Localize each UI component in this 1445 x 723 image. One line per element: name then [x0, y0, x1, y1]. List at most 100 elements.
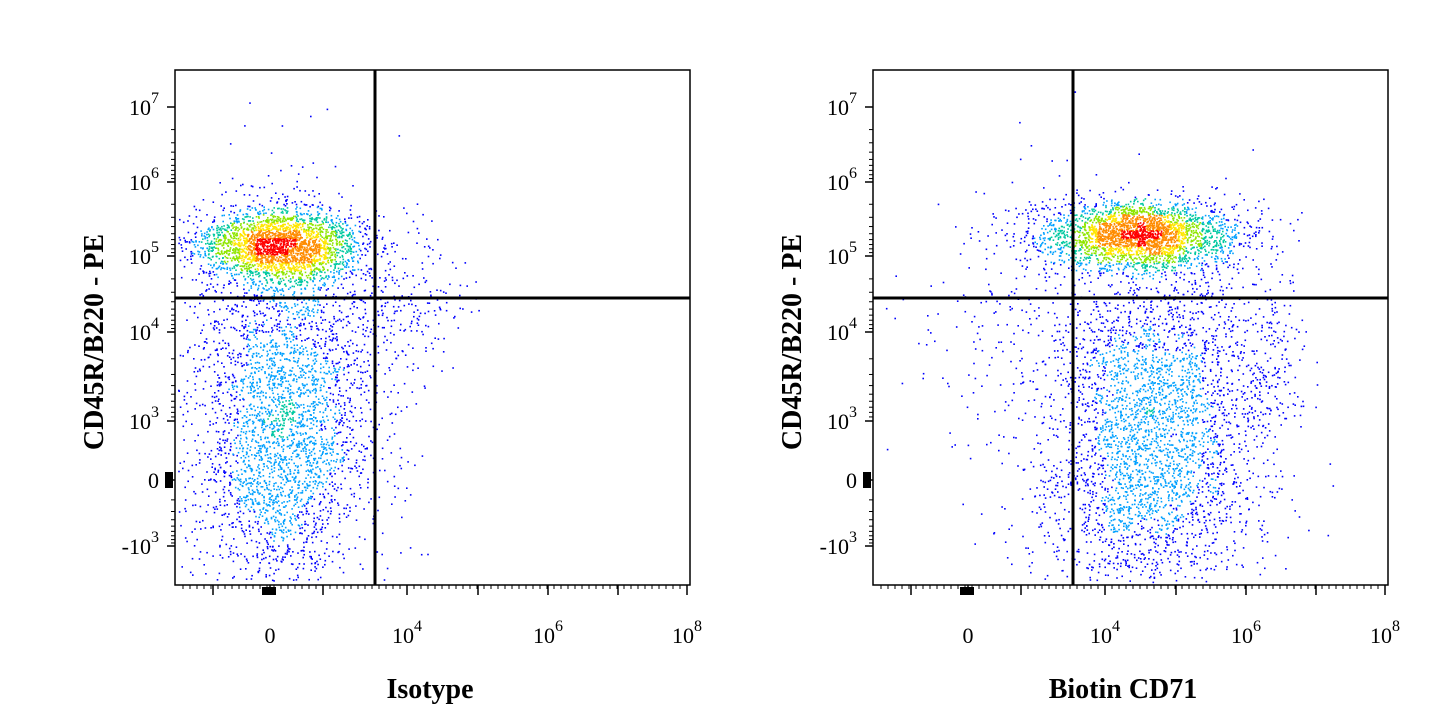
event-dot [320, 271, 323, 273]
event-dot [265, 540, 268, 542]
event-dot [327, 221, 329, 224]
event-dot [275, 344, 277, 347]
event-dot [273, 535, 276, 537]
event-dot [235, 546, 238, 548]
event-dot [290, 268, 293, 271]
event-dot [302, 423, 304, 426]
event-dot [277, 393, 279, 396]
event-dot [327, 235, 330, 237]
event-dot [240, 457, 242, 459]
event-dot [368, 364, 370, 367]
event-dot [239, 496, 241, 498]
event-dot [315, 466, 317, 469]
event-dot [272, 431, 275, 433]
event-dot [276, 555, 279, 558]
event-dot [251, 281, 254, 284]
event-dot [331, 285, 334, 287]
event-dot [282, 269, 284, 271]
event-dot [275, 511, 277, 514]
event-dot [282, 559, 284, 561]
event-dot [280, 375, 283, 378]
event-dot [337, 453, 339, 455]
event-dot [302, 411, 305, 413]
event-dot [273, 548, 276, 551]
event-dot [310, 454, 313, 457]
event-dot [256, 294, 258, 297]
event-dot [312, 232, 315, 235]
event-dot [312, 377, 314, 379]
event-dot [327, 257, 329, 259]
event-dot [273, 436, 276, 438]
event-dot [243, 333, 245, 335]
event-dot [320, 223, 322, 226]
event-dot [320, 316, 322, 319]
event-dot [227, 305, 229, 307]
event-dot [239, 442, 242, 445]
event-dot [354, 407, 356, 409]
event-dot [244, 496, 247, 499]
event-dot [242, 447, 245, 449]
event-dot [339, 461, 342, 463]
event-dot [251, 434, 254, 436]
event-dot [425, 279, 428, 282]
event-dot [269, 225, 271, 227]
event-dot [335, 333, 338, 335]
event-dot [193, 244, 196, 246]
event-dot [230, 472, 232, 475]
event-dot [352, 251, 355, 253]
event-dot [412, 363, 415, 365]
event-dot [362, 235, 364, 238]
event-dot [312, 462, 315, 464]
event-dot [385, 247, 387, 250]
event-dot [298, 444, 300, 446]
event-dot [208, 230, 211, 232]
event-dot [203, 358, 206, 361]
event-dot [254, 268, 257, 271]
event-dot [295, 227, 297, 230]
event-dot [197, 434, 199, 437]
event-dot [303, 323, 305, 326]
event-dot [306, 266, 309, 268]
event-dot [363, 391, 366, 393]
event-dot [260, 342, 262, 344]
event-dot [254, 500, 257, 502]
event-dot [359, 249, 362, 252]
event-dot [208, 479, 210, 481]
event-dot [187, 410, 189, 413]
event-dot [266, 465, 268, 467]
event-dot [308, 470, 310, 472]
event-dot [295, 402, 297, 404]
event-dot [328, 226, 330, 229]
event-dot [355, 442, 358, 445]
event-dot [348, 217, 350, 219]
event-dot [219, 233, 221, 236]
event-dot [277, 397, 280, 400]
event-dot [365, 330, 367, 332]
event-dot [353, 237, 356, 239]
event-dot [294, 318, 296, 320]
event-dot [302, 448, 304, 450]
event-dot [245, 251, 247, 254]
event-dot [343, 452, 346, 454]
event-dot [194, 305, 196, 308]
event-dot [324, 345, 326, 347]
event-dot [345, 324, 348, 327]
event-dot [275, 454, 278, 457]
event-dot [244, 263, 247, 265]
event-dot [276, 218, 279, 220]
event-dot [331, 251, 333, 253]
event-dot [299, 207, 302, 210]
event-dot [254, 372, 256, 374]
event-dot [322, 284, 324, 286]
event-dot [265, 396, 267, 398]
event-dot [331, 333, 334, 335]
event-dot [333, 251, 335, 253]
event-dot [300, 226, 302, 229]
event-dot [228, 547, 231, 550]
event-dot [302, 503, 305, 506]
event-dot [293, 360, 295, 362]
event-dot [319, 238, 322, 240]
event-dot [256, 313, 258, 316]
event-dot [242, 249, 244, 251]
event-dot [299, 367, 301, 369]
